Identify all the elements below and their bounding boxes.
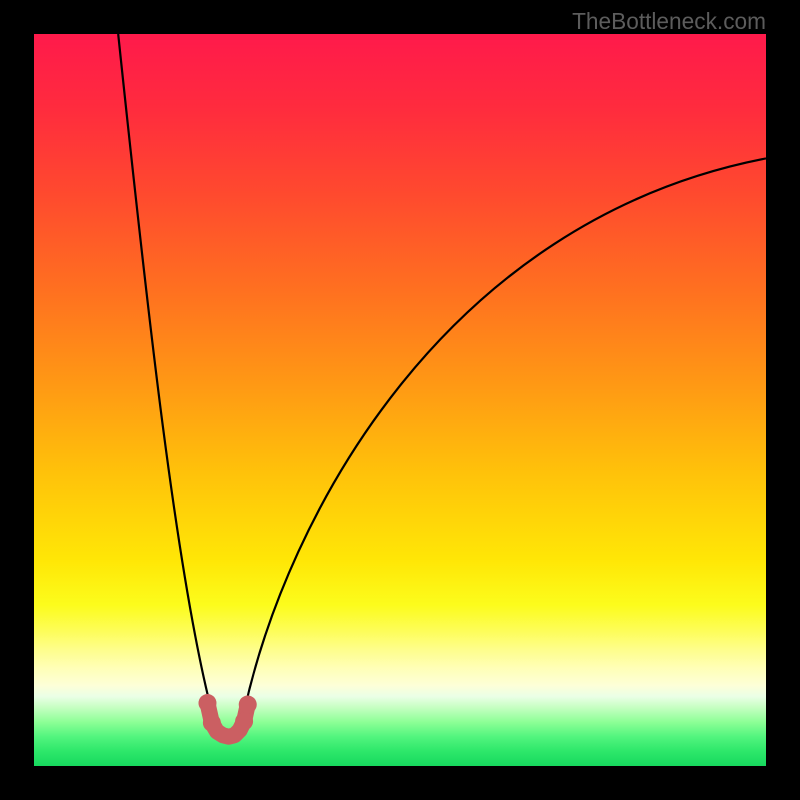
- optimal-range-bead: [203, 714, 221, 732]
- bottleneck-chart: [34, 34, 766, 766]
- optimal-range-bead: [235, 712, 253, 730]
- optimal-range-bead: [198, 694, 216, 712]
- optimal-range-bead: [239, 696, 257, 714]
- watermark-text: TheBottleneck.com: [572, 8, 766, 35]
- chart-stage: TheBottleneck.com: [0, 0, 800, 800]
